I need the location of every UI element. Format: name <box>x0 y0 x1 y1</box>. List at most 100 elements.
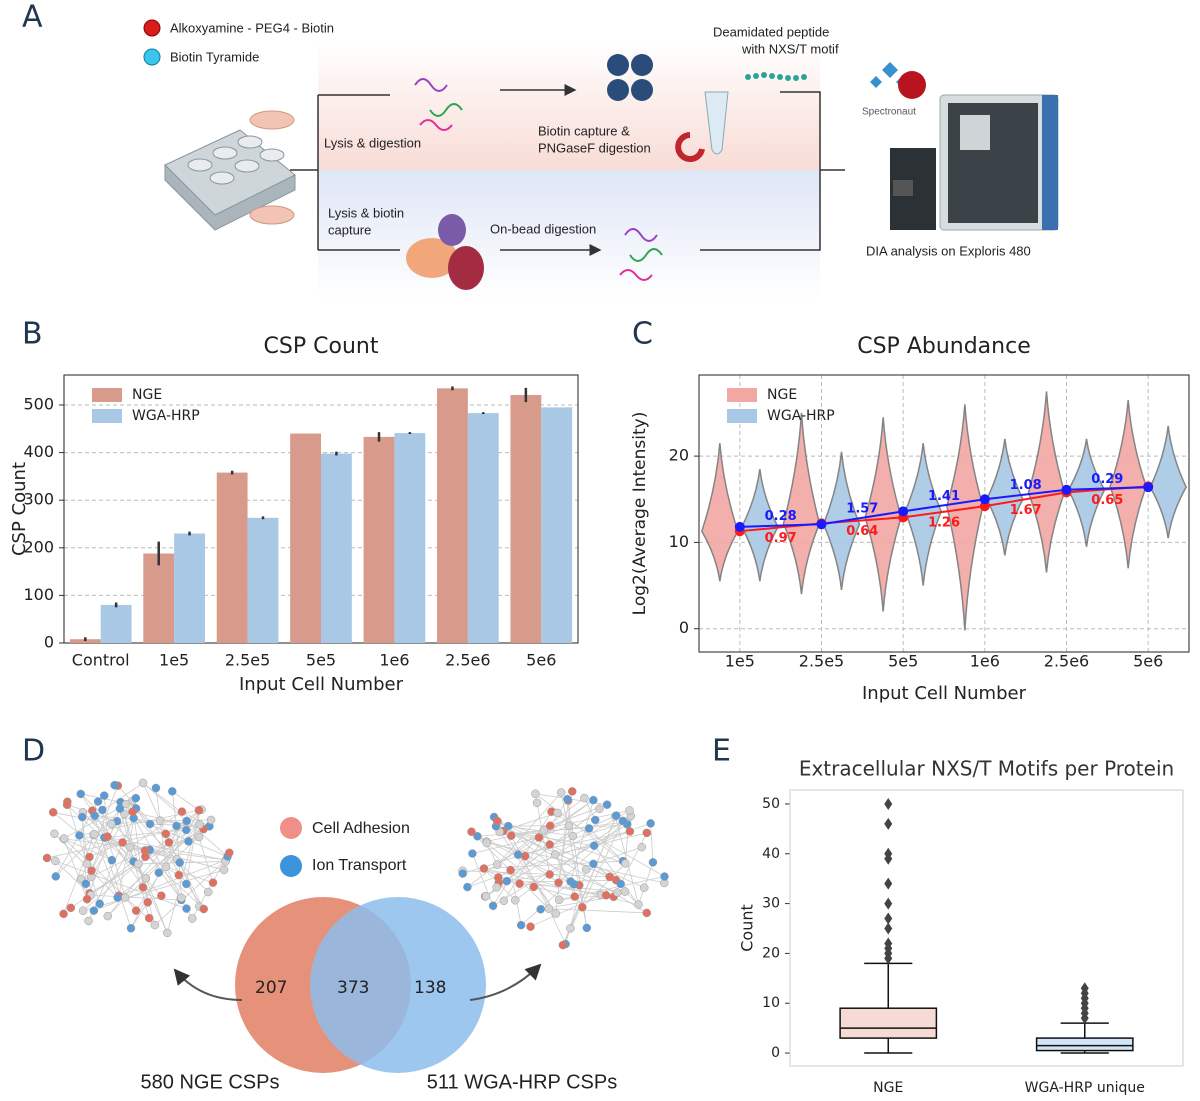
step-text: capture <box>328 222 371 237</box>
legend-label: WGA-HRP <box>132 408 200 424</box>
y-tick-label: 0 <box>771 1045 780 1061</box>
x-tick-label: 2.5e6 <box>1044 652 1089 671</box>
network-node <box>634 900 643 909</box>
network-node <box>182 825 191 835</box>
network-node <box>177 807 187 816</box>
y-axis-label: CSP Count <box>9 462 30 556</box>
step-text: Lysis & digestion <box>324 135 421 150</box>
legend-swatch <box>92 388 122 402</box>
network-edge <box>497 821 647 914</box>
network-node <box>145 819 155 829</box>
network-node <box>95 899 104 909</box>
network-graph <box>42 778 234 938</box>
ratio-label: 0.64 <box>846 524 878 539</box>
panel-label: C <box>632 317 653 352</box>
network-node <box>468 849 477 858</box>
violin <box>1027 391 1066 573</box>
network-edge <box>650 823 654 863</box>
ratio-label: 1.08 <box>1010 478 1042 493</box>
x-tick-label: WGA-HRP unique <box>1025 1080 1145 1096</box>
network-node <box>564 821 574 831</box>
network-node <box>613 888 622 897</box>
network-edge <box>130 902 149 929</box>
network-edge <box>103 795 108 837</box>
network-node <box>131 906 141 915</box>
network-edge <box>80 793 121 803</box>
outlier <box>1080 982 1089 995</box>
network-node <box>98 805 107 815</box>
network-edge <box>117 819 212 898</box>
network-edge <box>144 850 182 901</box>
ratio-label: 0.97 <box>765 531 797 546</box>
network-node <box>584 824 594 833</box>
network-node <box>128 807 137 817</box>
bar <box>541 407 573 643</box>
ratio-label: 0.28 <box>765 509 797 524</box>
x-tick-label: 1e6 <box>970 652 1000 671</box>
network-node <box>177 893 186 903</box>
outlier <box>884 912 893 925</box>
legend-label: NGE <box>767 387 797 403</box>
network-node <box>458 869 467 878</box>
network-node <box>81 879 91 889</box>
network-node <box>529 882 538 892</box>
x-tick-label: 2.5e5 <box>225 651 270 670</box>
ratio-label: 0.65 <box>1091 493 1123 508</box>
panel-label: B <box>22 317 43 352</box>
network-node <box>618 816 628 826</box>
bar <box>143 553 175 643</box>
network-node <box>616 879 625 889</box>
legend-swatch <box>92 409 122 423</box>
network-node <box>76 789 85 799</box>
network-edge <box>620 832 648 885</box>
network-node <box>157 891 166 900</box>
network-edge <box>198 836 214 883</box>
network-node <box>59 909 68 919</box>
lectin <box>607 54 653 101</box>
network-node <box>120 893 130 902</box>
network-node <box>473 832 482 841</box>
network-node <box>566 924 575 933</box>
violin <box>1067 438 1106 547</box>
network-edge <box>82 869 225 912</box>
network-node <box>225 848 234 857</box>
y-tick-label: 20 <box>762 945 780 961</box>
network-node <box>141 874 151 883</box>
network-node <box>648 858 658 867</box>
network-node <box>493 860 502 869</box>
network-edge <box>93 834 227 861</box>
plot-frame <box>698 374 1190 653</box>
network-edge <box>63 838 88 900</box>
network-node <box>51 856 60 866</box>
network-edge <box>93 859 227 912</box>
mean-point <box>979 501 990 512</box>
mean-point <box>1143 482 1154 493</box>
network-edge <box>171 791 177 826</box>
network-node <box>563 794 572 804</box>
step-text: Deamidated peptide <box>713 24 829 39</box>
chart-title: CSP Abundance <box>857 334 1031 359</box>
network-edge <box>492 824 628 907</box>
network-edge <box>548 908 566 945</box>
network-edge <box>181 811 210 827</box>
plot-frame <box>789 789 1184 1067</box>
network-node <box>516 920 526 930</box>
network-node <box>506 865 515 875</box>
network-node <box>642 908 651 918</box>
network-node <box>601 891 611 900</box>
venn-caption: 511 WGA-HRP CSPs <box>427 1071 617 1093</box>
network-node <box>637 842 647 852</box>
network-edge <box>508 825 645 889</box>
y-axis-label: Log2(Average Intensity) <box>630 412 650 616</box>
tube <box>704 91 729 155</box>
outlier <box>884 937 893 950</box>
network-node <box>642 828 652 838</box>
cell-plate <box>164 129 296 231</box>
network-edge <box>91 894 182 901</box>
network-node <box>219 865 229 875</box>
network-node <box>507 831 516 840</box>
network-node <box>545 870 554 879</box>
y-axis-label: Count <box>738 904 757 952</box>
network-node <box>531 789 540 798</box>
cell <box>249 110 295 130</box>
